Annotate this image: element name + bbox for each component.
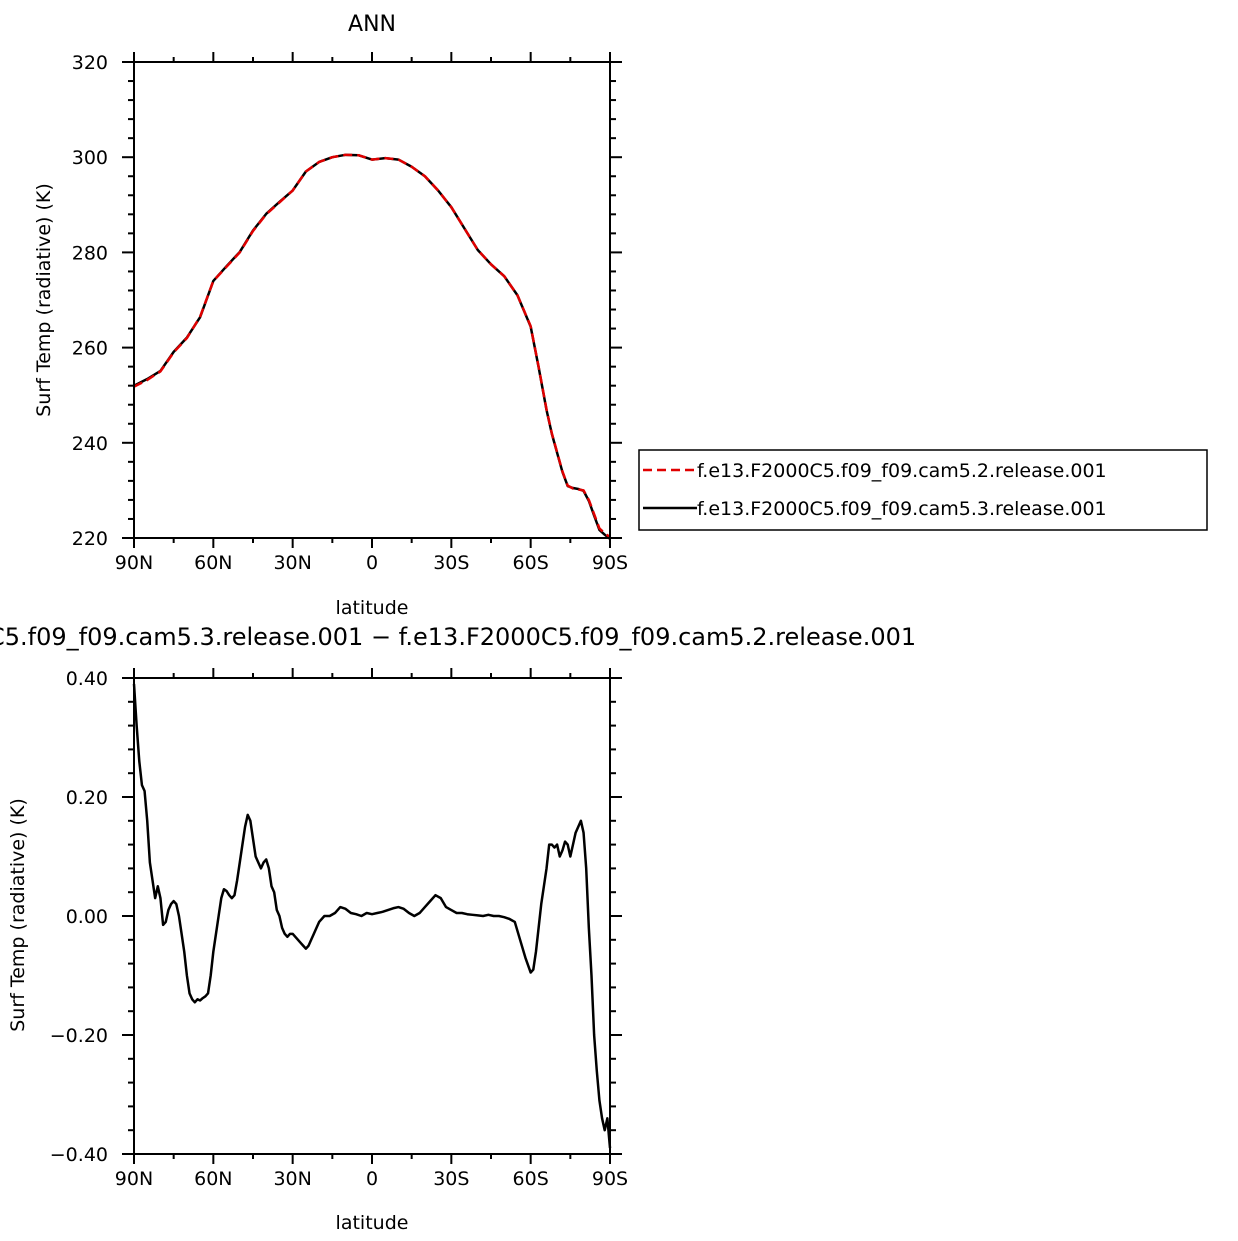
bottom-ytick-label: −0.20 (50, 1025, 108, 1047)
bottom-xtick-label: 60S (513, 1168, 549, 1190)
top-chart-axes: 90N 60N 30N 0 30S 60S 90S 220 240 260 280 300 320 (72, 52, 628, 574)
top-xtick-label: 60N (194, 552, 232, 574)
top-xtick-label: 30N (273, 552, 311, 574)
top-ytick-label: 260 (72, 338, 108, 360)
top-chart-frame (133, 61, 611, 539)
top-ytick-label: 300 (72, 147, 108, 169)
top-chart-xlabel: latitude (336, 597, 409, 619)
top-ytick-label: 240 (72, 433, 108, 455)
top-xtick-label: 90N (115, 552, 153, 574)
top-xtick-label: 90S (592, 552, 628, 574)
bottom-chart-lines (132, 683, 612, 1149)
top-xtick-label: 30S (433, 552, 469, 574)
bottom-xtick-label: 90N (115, 1168, 153, 1190)
top-series-line-0 (133, 153, 611, 539)
top-chart: ANN Surf Temp (radiative) (K) latitude 9… (33, 12, 628, 619)
legend-label-cam52: f.e13.F2000C5.f09_f09.cam5.2.release.001 (697, 460, 1107, 482)
bottom-chart-title: f.e13.F2000C5.f09_f09.cam5.3.release.001… (0, 623, 916, 651)
bottom-ytick-label: 0.40 (66, 668, 108, 690)
bottom-chart: f.e13.F2000C5.f09_f09.cam5.3.release.001… (0, 623, 916, 1234)
bottom-xtick-label: 60N (194, 1168, 232, 1190)
bottom-ytick-label: 0.00 (66, 906, 108, 928)
bottom-chart-ylabel: Surf Temp (radiative) (K) (7, 798, 29, 1032)
bottom-series-line-0 (132, 683, 612, 1149)
legend: f.e13.F2000C5.f09_f09.cam5.2.release.001… (638, 449, 1208, 531)
top-ytick-label: 320 (72, 52, 108, 74)
bottom-xtick-label: 90S (592, 1168, 628, 1190)
top-xtick-label: 0 (366, 552, 378, 574)
legend-box (638, 449, 1208, 531)
top-ytick-label: 220 (72, 528, 108, 550)
top-chart-title: ANN (348, 12, 396, 37)
bottom-xtick-label: 30S (433, 1168, 469, 1190)
bottom-ytick-label: −0.40 (50, 1144, 108, 1166)
bottom-ytick-label: 0.20 (66, 787, 108, 809)
top-ytick-label: 280 (72, 242, 108, 264)
top-series-line-1 (133, 153, 611, 540)
bottom-xtick-label: 0 (366, 1168, 378, 1190)
bottom-xtick-label: 30N (273, 1168, 311, 1190)
bottom-chart-axes: 90N 60N 30N 0 30S 60S 90S −0.40 −0.20 0.00 0.20 0.4… (50, 668, 628, 1190)
bottom-chart-xlabel: latitude (336, 1212, 409, 1234)
top-chart-lines (133, 153, 611, 540)
bottom-chart-frame (133, 677, 611, 1155)
top-xtick-label: 60S (513, 552, 549, 574)
legend-label-cam53: f.e13.F2000C5.f09_f09.cam5.3.release.001 (697, 498, 1107, 520)
top-chart-ylabel: Surf Temp (radiative) (K) (33, 183, 55, 417)
